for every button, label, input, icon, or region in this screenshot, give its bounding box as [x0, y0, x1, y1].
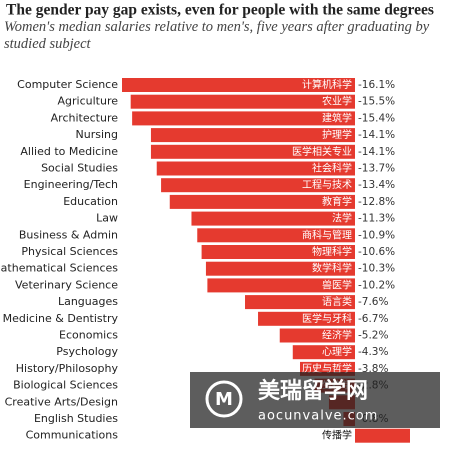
- inner-label: 护理学: [322, 128, 352, 141]
- bar: [169, 194, 355, 209]
- value-label: -14.1%: [358, 129, 395, 141]
- chart-subtitle: Women's median salaries relative to men'…: [4, 19, 430, 52]
- bar: [130, 94, 355, 109]
- category-label: Education: [63, 195, 118, 208]
- category-label: Veterinary Science: [15, 278, 118, 291]
- inner-label: 计算机科学: [302, 78, 352, 91]
- category-label: Agriculture: [58, 95, 119, 108]
- inner-label: 兽医学: [322, 278, 352, 291]
- inner-label: 教育学: [322, 195, 352, 208]
- value-label: -4.3%: [358, 346, 388, 358]
- chart-title: The gender pay gap exists, even for peop…: [6, 2, 434, 19]
- value-label: -7.6%: [358, 296, 388, 308]
- value-label: -15.5%: [358, 96, 395, 108]
- bar: [191, 211, 355, 226]
- bar: [197, 228, 355, 243]
- bar: [161, 178, 355, 193]
- value-label: -15.4%: [358, 112, 395, 124]
- category-label: Engineering/Tech: [24, 178, 118, 191]
- value-label: -14.1%: [358, 146, 395, 158]
- category-label: Mathematical Sciences: [0, 262, 118, 275]
- watermark-url: aocunvalve.com: [258, 409, 378, 424]
- value-label: -10.3%: [358, 263, 395, 275]
- category-label: Creative Arts/Design: [5, 395, 118, 408]
- inner-label: 医学与牙科: [302, 312, 352, 325]
- value-label: -11.3%: [358, 213, 395, 225]
- bar: [150, 144, 355, 159]
- bar: [201, 245, 355, 259]
- inner-label: 工程与技术: [302, 178, 352, 191]
- value-label: -13.7%: [358, 163, 395, 175]
- category-label: Languages: [58, 295, 118, 308]
- inner-label: 医学相关专业: [292, 145, 352, 158]
- watermark-box: [190, 372, 440, 428]
- bar: [205, 261, 355, 276]
- inner-label: 语言类: [322, 295, 352, 308]
- bar: [245, 295, 355, 310]
- category-label: Psychology: [56, 345, 118, 358]
- inner-label: 商科与管理: [302, 228, 352, 241]
- category-label: Allied to Medicine: [20, 145, 118, 158]
- bar: [258, 311, 355, 326]
- category-label: Biological Sciences: [13, 379, 118, 392]
- bar: [207, 278, 355, 293]
- bar: [132, 111, 355, 126]
- category-label: Business & Admin: [19, 228, 118, 241]
- value-label: -16.1%: [358, 79, 395, 91]
- category-label: English Studies: [34, 412, 118, 425]
- bar: [292, 345, 355, 360]
- inner-label: 物理科学: [312, 245, 352, 258]
- inner-label: 历史与哲学: [302, 362, 352, 375]
- value-label: -10.2%: [358, 279, 395, 291]
- value-label: -6.7%: [358, 313, 388, 325]
- watermark: M 美瑞留学网 aocunvalve.com: [190, 372, 440, 428]
- watermark-brand: 美瑞留学网: [258, 378, 368, 404]
- value-label: -13.4%: [358, 179, 395, 191]
- bar: [150, 128, 355, 143]
- category-label: History/Philosophy: [16, 362, 119, 375]
- category-label: Nursing: [76, 128, 118, 141]
- inner-label: 农业学: [322, 95, 352, 108]
- value-label: -12.8%: [358, 196, 395, 208]
- category-label: Social Studies: [41, 162, 118, 175]
- watermark-logo: [205, 380, 243, 418]
- value-label: -10.9%: [358, 229, 395, 241]
- subtitle-box: Women's median salaries relative to men'…: [4, 19, 430, 52]
- inner-label: 法学: [332, 212, 352, 225]
- bar: [279, 328, 355, 343]
- bar: [122, 78, 355, 92]
- bar: [156, 161, 355, 176]
- value-label: -10.6%: [358, 246, 395, 258]
- inner-label: 传播学: [322, 429, 352, 442]
- category-label: Medicine & Dentistry: [3, 312, 119, 325]
- inner-label: 建筑学: [322, 111, 352, 124]
- category-label: Law: [96, 212, 118, 225]
- category-label: Communications: [26, 429, 119, 442]
- category-label: Computer Science: [17, 78, 118, 91]
- inner-label: 数学科学: [312, 262, 352, 275]
- inner-label: 经济学: [322, 329, 352, 342]
- category-label: Physical Sciences: [21, 245, 118, 258]
- inner-label: 社会科学: [312, 162, 352, 175]
- category-label: Architecture: [51, 111, 119, 124]
- bar: [355, 428, 410, 443]
- value-label: -3.8%: [358, 363, 388, 375]
- value-label: -5.2%: [358, 330, 388, 342]
- category-label: Economics: [59, 329, 118, 342]
- watermark-logo-letter: M: [215, 389, 233, 410]
- inner-label: 心理学: [322, 345, 352, 358]
